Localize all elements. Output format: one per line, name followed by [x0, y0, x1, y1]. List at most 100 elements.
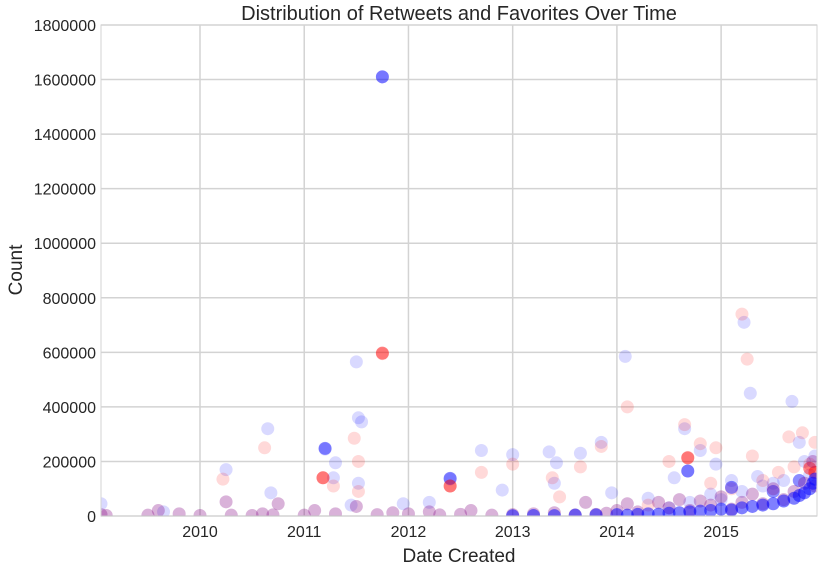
x-tick-labels: 2010 2011 2012 2013 2014 2015: [182, 524, 739, 541]
x-tick-label: 2012: [391, 524, 427, 541]
scatter-point: [193, 508, 207, 516]
chart-title: Distribution of Retweets and Favorites O…: [241, 3, 677, 25]
scatter-point: [549, 456, 563, 470]
scatter-point: [422, 495, 436, 509]
scatter-point: [704, 487, 718, 501]
scatter-point: [714, 490, 728, 504]
x-axis-label: Date Created: [402, 546, 515, 567]
scatter-point: [328, 507, 342, 516]
scatter-point: [766, 476, 780, 490]
scatter-point: [704, 476, 718, 490]
scatter-point: [737, 315, 751, 329]
scatter-point: [672, 506, 686, 516]
scatter-point: [573, 460, 587, 474]
scatter-point: [545, 471, 559, 485]
scatter-point: [506, 509, 520, 516]
scatter-point: [693, 494, 707, 508]
y-tick-label: 800000: [43, 291, 96, 308]
scatter-point: [224, 508, 238, 516]
scatter-point: [396, 497, 410, 511]
scatter-point: [709, 457, 723, 471]
scatter-point: [141, 508, 155, 516]
scatter-point: [725, 482, 739, 496]
scatter-point: [725, 503, 739, 516]
plot-background: [101, 25, 817, 516]
scatter-point: [620, 497, 634, 511]
scatter-point: [573, 446, 587, 460]
scatter-point: [443, 479, 457, 493]
scatter-point: [344, 498, 358, 512]
scatter-point: [351, 411, 365, 425]
scatter-point: [433, 508, 447, 516]
scatter-point: [787, 460, 801, 474]
scatter-point: [743, 386, 757, 400]
scatter-point: [261, 422, 275, 436]
scatter-point: [271, 497, 285, 511]
y-tick-label: 1400000: [34, 127, 96, 144]
scatter-point: [547, 509, 561, 516]
scatter-point: [151, 504, 165, 516]
scatter-point: [766, 497, 780, 511]
scatter-point: [678, 422, 692, 436]
scatter-point: [683, 495, 697, 509]
scatter-point: [318, 442, 332, 456]
scatter-point: [745, 449, 759, 463]
scatter-point: [704, 504, 718, 516]
scatter-point: [326, 471, 340, 485]
scatter-point: [599, 506, 613, 516]
y-tick-label: 1000000: [34, 236, 96, 253]
scatter-point: [219, 463, 233, 477]
scatter-point: [709, 441, 723, 455]
scatter-point: [349, 499, 363, 513]
scatter-point: [568, 508, 582, 516]
scatter-point: [375, 70, 389, 84]
x-tick-label: 2011: [287, 524, 322, 541]
scatter-point: [347, 431, 361, 445]
scatter-point: [355, 415, 369, 429]
y-tick-label: 1200000: [34, 182, 96, 199]
scatter-point: [579, 495, 593, 509]
scatter-point: [589, 508, 603, 516]
scatter-point: [316, 471, 330, 485]
scatter-point: [464, 504, 478, 516]
scatter-point: [803, 457, 817, 471]
scatter-point: [681, 464, 695, 478]
scatter-point: [756, 474, 770, 488]
scatter-point: [714, 493, 728, 507]
y-tick-labels: 0 200000 400000 600000 800000 1000000 1200000 1…: [34, 18, 96, 526]
scatter-point: [351, 454, 365, 468]
scatter-point: [401, 507, 415, 516]
grid: [101, 24, 817, 517]
scatter-point: [792, 435, 806, 449]
scatter-point: [725, 480, 739, 494]
y-tick-label: 1600000: [34, 73, 96, 90]
scatter-point: [495, 483, 509, 497]
scatter-point: [375, 70, 389, 84]
scatter-point: [714, 502, 728, 516]
scatter-point: [527, 508, 541, 516]
scatter-point: [766, 484, 780, 498]
scatter-point: [256, 507, 270, 516]
y-tick-label: 200000: [43, 454, 96, 471]
scatter-point: [662, 506, 676, 516]
scatter-point: [485, 508, 499, 516]
scatter-point: [641, 491, 655, 505]
x-tick-label: 2014: [599, 524, 635, 541]
scatter-point: [662, 454, 676, 468]
scatter-point: [681, 451, 695, 465]
x-tick-label: 2013: [495, 524, 531, 541]
scatter-point: [785, 394, 799, 408]
scatter-point: [806, 454, 817, 468]
scatter-point: [777, 474, 791, 488]
scatter-point: [506, 448, 520, 462]
scatter-point: [735, 484, 749, 498]
y-tick-label: 400000: [43, 400, 96, 417]
y-axis-label: Count: [6, 244, 27, 295]
scatter-point: [618, 349, 632, 363]
scatter-point: [266, 508, 280, 516]
scatter-point: [735, 307, 749, 321]
scatter-point: [605, 486, 619, 500]
scatter-point: [792, 474, 806, 488]
scatter-point: [216, 472, 230, 486]
